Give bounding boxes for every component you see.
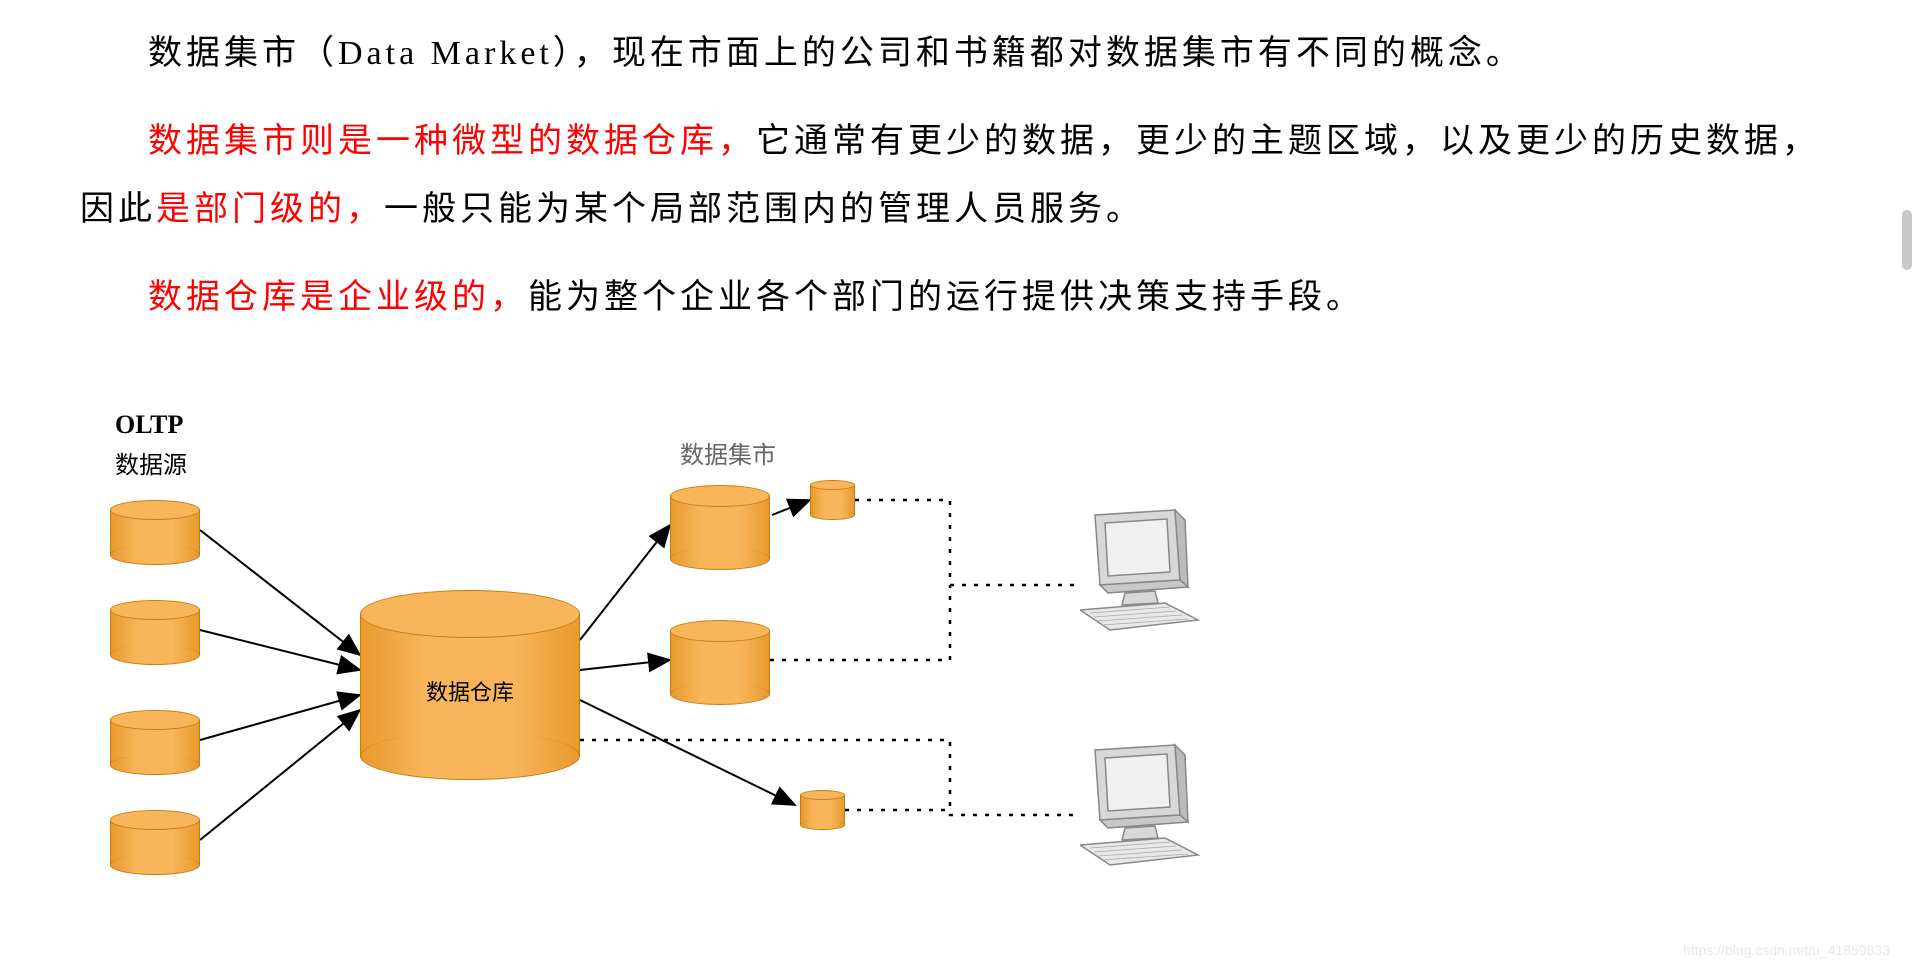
- diagram-connectors: [80, 410, 1480, 960]
- watermark-text: https://blog.csdn.net/u_41859833: [1683, 942, 1890, 958]
- arrow-connector: [580, 660, 670, 670]
- warehouse-label: 数据仓库: [360, 675, 580, 707]
- cylinder-icon: [670, 485, 770, 570]
- paragraph-2: 数据集市则是一种微型的数据仓库，它通常有更少的数据，更少的主题区域，以及更少的历…: [80, 108, 1840, 244]
- cylinder-icon: [110, 500, 200, 565]
- paragraph-1: 数据集市（Data Market），现在市面上的公司和书籍都对数据集市有不同的概…: [80, 20, 1840, 88]
- cylinder-icon: [670, 620, 770, 705]
- cylinder-icon: [110, 600, 200, 665]
- architecture-diagram: OLTP 数据源 数据集市 数据仓库: [80, 410, 1480, 960]
- cylinder-icon: [110, 710, 200, 775]
- cylinder-icon: [810, 480, 855, 520]
- cylinder-icon: [800, 790, 845, 830]
- scrollbar-thumb[interactable]: [1902, 210, 1912, 270]
- cylinder-icon: [110, 810, 200, 875]
- arrow-connector: [580, 525, 670, 640]
- computer-icon: [1080, 740, 1200, 880]
- paragraph-3: 数据仓库是企业级的，能为整个企业各个部门的运行提供决策支持手段。: [80, 264, 1840, 332]
- cylinder-icon: 数据仓库: [360, 590, 580, 780]
- arrow-connector: [580, 700, 795, 805]
- article-text: 数据集市（Data Market），现在市面上的公司和书籍都对数据集市有不同的概…: [0, 0, 1920, 332]
- arrow-connector: [772, 500, 810, 515]
- dotted-connector: [855, 500, 1080, 585]
- computer-icon: [1080, 505, 1200, 645]
- arrow-connector: [200, 695, 360, 740]
- arrow-connector: [200, 710, 360, 840]
- dotted-connector: [770, 585, 950, 660]
